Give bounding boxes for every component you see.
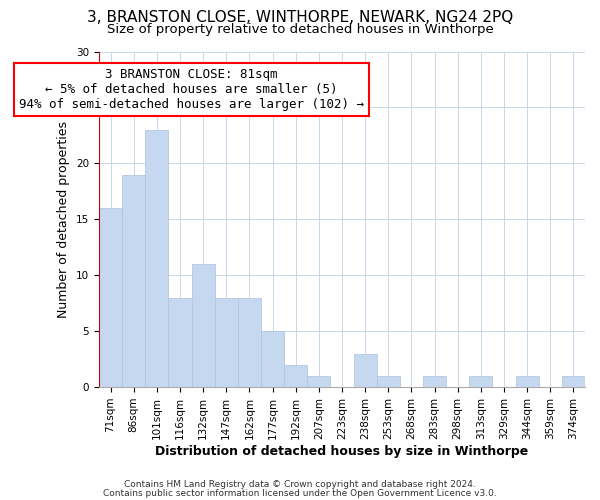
Bar: [191, 264, 215, 387]
Bar: [469, 376, 493, 387]
Text: Contains public sector information licensed under the Open Government Licence v3: Contains public sector information licen…: [103, 488, 497, 498]
X-axis label: Distribution of detached houses by size in Winthorpe: Distribution of detached houses by size …: [155, 444, 529, 458]
Text: Size of property relative to detached houses in Winthorpe: Size of property relative to detached ho…: [107, 22, 493, 36]
Bar: [169, 298, 191, 387]
Bar: [353, 354, 377, 387]
Bar: [562, 376, 585, 387]
Bar: [515, 376, 539, 387]
Bar: [145, 130, 169, 387]
Bar: [284, 364, 307, 387]
Text: 3 BRANSTON CLOSE: 81sqm
← 5% of detached houses are smaller (5)
94% of semi-deta: 3 BRANSTON CLOSE: 81sqm ← 5% of detached…: [19, 68, 364, 112]
Bar: [423, 376, 446, 387]
Bar: [307, 376, 331, 387]
Bar: [238, 298, 261, 387]
Bar: [215, 298, 238, 387]
Text: Contains HM Land Registry data © Crown copyright and database right 2024.: Contains HM Land Registry data © Crown c…: [124, 480, 476, 489]
Bar: [377, 376, 400, 387]
Y-axis label: Number of detached properties: Number of detached properties: [58, 121, 70, 318]
Bar: [122, 174, 145, 387]
Bar: [261, 331, 284, 387]
Text: 3, BRANSTON CLOSE, WINTHORPE, NEWARK, NG24 2PQ: 3, BRANSTON CLOSE, WINTHORPE, NEWARK, NG…: [87, 10, 513, 25]
Bar: [99, 208, 122, 387]
